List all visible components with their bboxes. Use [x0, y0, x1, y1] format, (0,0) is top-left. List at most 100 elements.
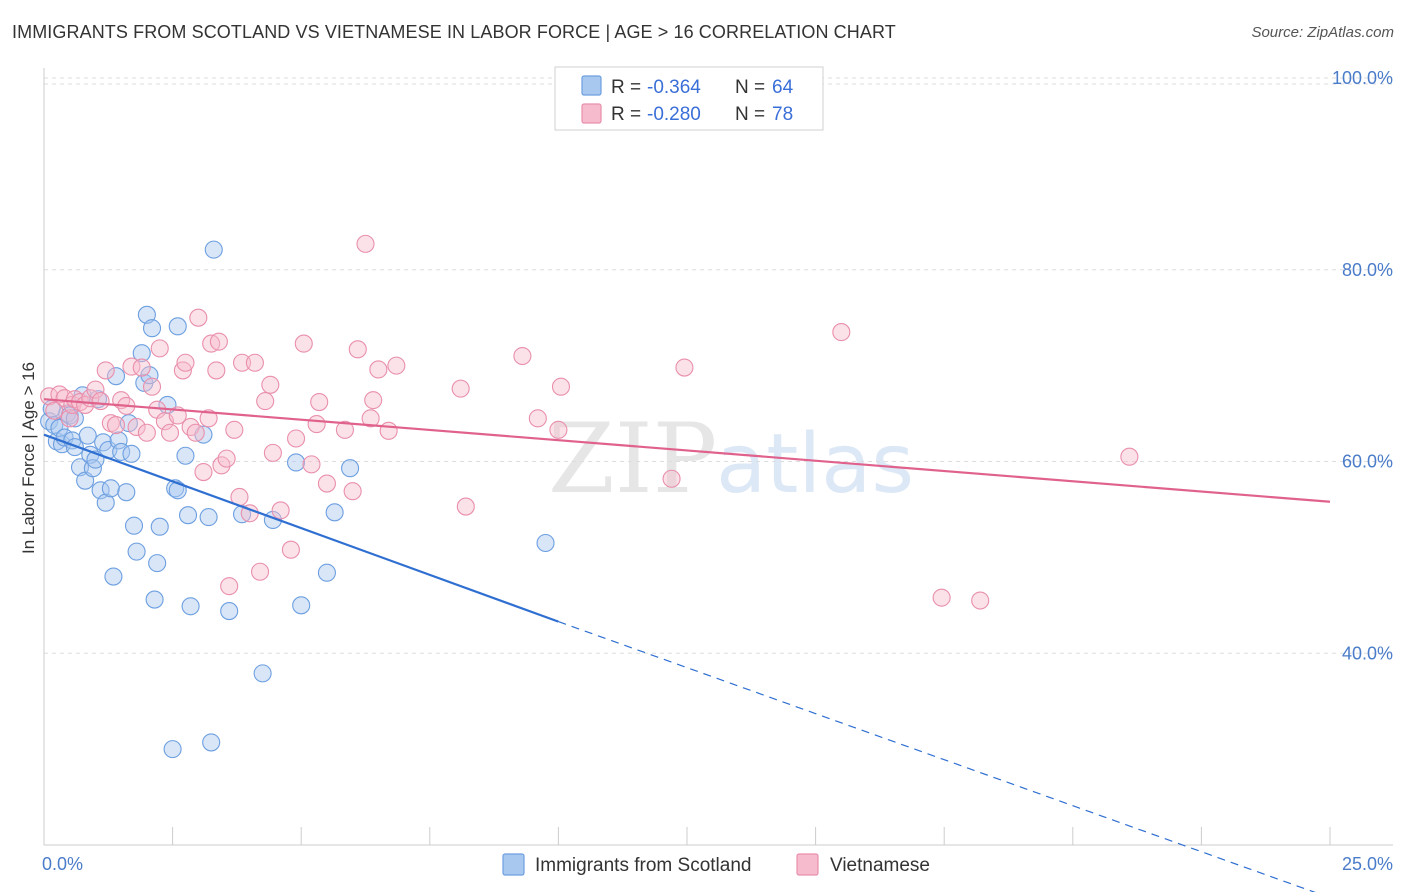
y-tick-label-0: 100.0%: [1332, 68, 1393, 88]
legend-swatch-pink: [581, 103, 602, 124]
vietnamese-point-57: [335, 420, 354, 439]
vietnamese-point-62: [364, 391, 383, 410]
scotland-point-10: [65, 409, 84, 428]
vietnamese-point-74: [832, 323, 851, 342]
vietnamese-point-47: [261, 375, 280, 394]
vietnamese-point-28: [176, 353, 195, 372]
vietnamese-point-77: [1120, 447, 1139, 466]
legend-swatch-blue: [581, 75, 602, 96]
vietnamese-point-75: [932, 588, 951, 607]
vietnamese-point-72: [662, 469, 681, 488]
vietnamese-point-32: [194, 462, 213, 482]
trend-lines: [43, 398, 1331, 892]
vietnamese-point-34: [202, 334, 221, 353]
bottom-legend-label-vietnamese: Vietnamese: [830, 855, 930, 876]
vietnamese-point-20: [137, 423, 156, 442]
vietnamese-point-61: [361, 409, 380, 428]
scotland-point-36: [140, 366, 159, 385]
scotland-point-62: [536, 533, 555, 553]
bottom-legend-swatch-pink: [796, 853, 819, 876]
vietnamese-point-45: [250, 562, 270, 581]
vietnamese-point-11: [91, 392, 110, 411]
scotland-point-55: [253, 664, 272, 683]
vietnamese-point-52: [294, 334, 313, 353]
x-tick-min: 0.0%: [42, 854, 83, 874]
scotland-point-38: [145, 590, 164, 609]
vietnamese-point-18: [127, 417, 146, 437]
scotland-trend-extension: [558, 621, 1316, 892]
scotland-point-25: [106, 367, 126, 386]
vietnamese-point-56: [317, 474, 336, 493]
bottom-legend-label-scotland: Immigrants from Scotland: [535, 855, 751, 876]
vietnamese-point-40: [225, 420, 244, 439]
y-tick-labels: 100.0% 80.0% 60.0% 40.0%: [1332, 68, 1393, 663]
legend-r-value-2: -0.280: [647, 104, 701, 125]
vietnamese-point-65: [387, 356, 406, 375]
vietnamese-point-54: [307, 415, 326, 434]
vietnamese-point-21: [142, 377, 162, 396]
scotland-point-47: [178, 506, 198, 525]
vietnamese-point-36: [209, 332, 228, 351]
chart-source: Source: ZipAtlas.com: [1251, 24, 1394, 41]
y-tick-label-3: 40.0%: [1342, 643, 1393, 663]
scotland-point-39: [148, 554, 167, 573]
vietnamese-point-14: [106, 416, 126, 435]
y-axis-label: In Labor Force | Age > 16: [19, 362, 38, 554]
vietnamese-point-4: [60, 409, 79, 428]
vietnamese-point-69: [528, 409, 547, 428]
scotland-point-40: [150, 517, 169, 536]
vietnamese-point-50: [281, 540, 300, 559]
vietnamese-point-42: [232, 353, 252, 372]
scotland-point-11: [70, 458, 90, 477]
vietnamese-point-49: [271, 501, 290, 520]
scotland-point-24: [104, 567, 123, 586]
scotland-point-45: [168, 317, 187, 336]
scotland-point-21: [96, 493, 115, 512]
vietnamese-point-73: [675, 358, 694, 377]
scotland-point-31: [124, 516, 144, 535]
vietnamese-point-55: [310, 393, 329, 412]
bottom-legend-swatch-blue: [502, 853, 525, 876]
vietnamese-point-64: [379, 421, 398, 440]
watermark-atlas: atlas: [716, 417, 914, 512]
vietnamese-point-63: [369, 360, 388, 379]
scotland-point-30: [122, 444, 141, 463]
vietnamese-point-66: [451, 379, 470, 398]
vietnamese-point-31: [189, 308, 208, 327]
legend-r-value-1: -0.364: [647, 77, 701, 98]
vietnamese-point-67: [456, 497, 475, 516]
scotland-point-14: [78, 426, 97, 445]
scotland-point-28: [117, 483, 136, 502]
vietnamese-point-6: [65, 390, 84, 409]
vietnamese-point-48: [263, 443, 282, 462]
vietnamese-point-25: [160, 423, 180, 442]
y-tick-label-1: 80.0%: [1342, 260, 1393, 280]
scotland-point-46: [176, 446, 195, 465]
vietnamese-point-60: [356, 234, 375, 253]
scotland-point-63: [65, 438, 84, 457]
scotland-point-53: [220, 602, 239, 621]
vietnamese-point-19: [132, 358, 151, 377]
scotland-point-59: [317, 563, 336, 582]
bottom-legend: Immigrants from Scotland Vietnamese: [502, 853, 930, 876]
scotland-point-50: [199, 508, 218, 527]
vietnamese-point-76: [971, 591, 990, 610]
legend-n-value-1: 64: [772, 77, 794, 98]
legend-n-value-2: 78: [772, 104, 793, 125]
scotland-point-58: [292, 596, 311, 615]
scotland-point-37: [142, 319, 162, 338]
y-tick-label-2: 60.0%: [1342, 452, 1393, 472]
scotland-point-32: [127, 542, 146, 561]
scotland-point-23: [101, 479, 120, 498]
legend-n-label-2: N =: [735, 104, 765, 125]
vietnamese-point-10: [86, 380, 105, 399]
vietnamese-point-30: [186, 423, 205, 442]
vietnamese-point-38: [217, 449, 236, 468]
watermark-zip: ZIP: [548, 403, 717, 515]
vietnamese-point-70: [549, 420, 568, 439]
legend-r-label-1: R =: [611, 77, 641, 98]
vietnamese-point-23: [150, 339, 169, 358]
vietnamese-point-51: [287, 429, 306, 448]
vietnamese-point-71: [551, 377, 571, 396]
